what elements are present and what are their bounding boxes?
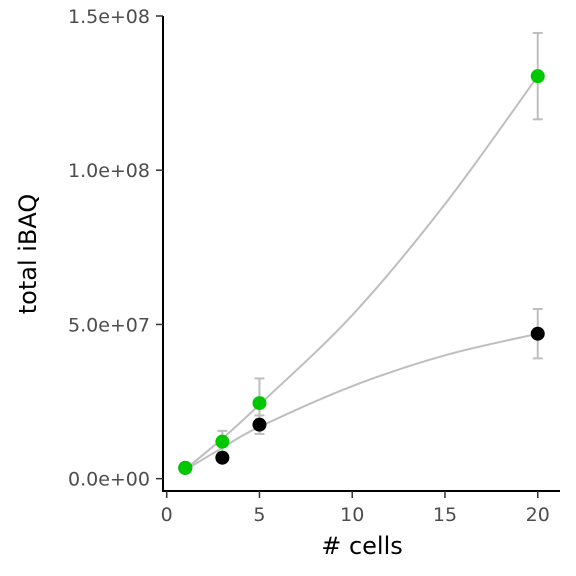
axes	[162, 16, 560, 492]
data-point	[178, 460, 193, 475]
data-point	[530, 326, 545, 341]
x-tick-label: 15	[433, 504, 457, 526]
fit-curve-series-1	[184, 332, 538, 471]
data-points	[178, 69, 545, 475]
data-point	[530, 69, 545, 84]
error-bars	[217, 31, 543, 462]
x-axis-title: # cells	[321, 532, 403, 560]
data-point	[252, 417, 267, 432]
y-ticks: 0.0e+00 5.0e+07 1.0e+08 1.5e+08	[68, 6, 163, 491]
data-point	[252, 396, 267, 411]
fit-curves	[184, 75, 539, 471]
y-tick-label: 1.0e+08	[68, 160, 150, 182]
x-tick-label: 5	[253, 504, 265, 526]
fit-curve-series-0	[184, 75, 539, 471]
data-point	[215, 434, 230, 449]
data-point	[215, 450, 230, 465]
y-tick-label: 5.0e+07	[68, 314, 150, 336]
x-tick-label: 0	[161, 504, 173, 526]
x-ticks: 0 5 10 15 20	[161, 491, 550, 526]
y-tick-label: 0.0e+00	[68, 469, 150, 491]
y-axis-title: total iBAQ	[14, 194, 42, 315]
y-tick-label: 1.5e+08	[68, 6, 150, 28]
x-tick-label: 20	[526, 504, 550, 526]
x-tick-label: 10	[340, 504, 364, 526]
